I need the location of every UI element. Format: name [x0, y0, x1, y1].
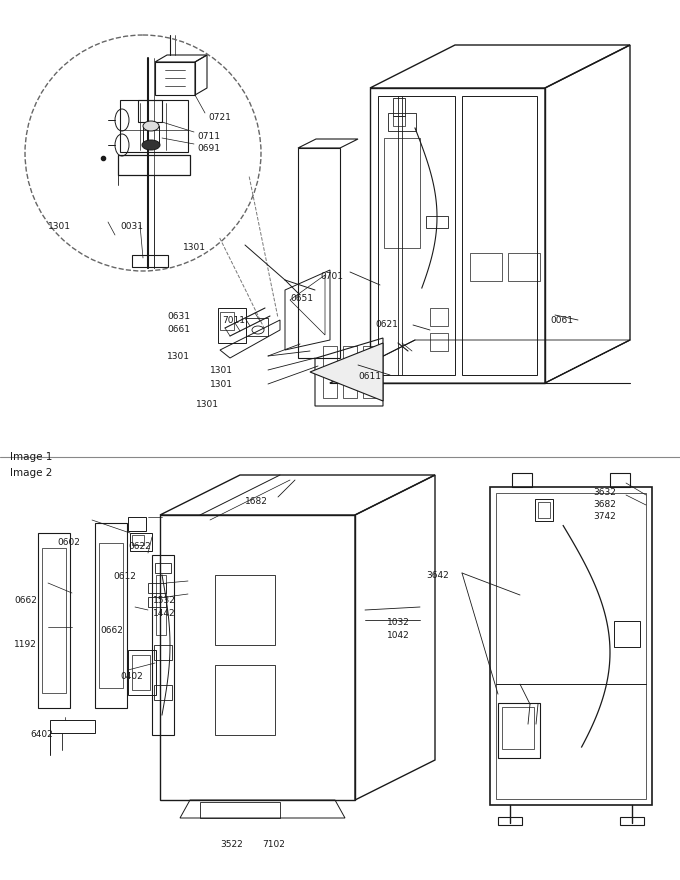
- Text: 1301: 1301: [183, 243, 206, 252]
- Bar: [343, 346, 357, 398]
- Bar: [128, 650, 156, 695]
- Polygon shape: [310, 343, 383, 401]
- Bar: [156, 575, 166, 635]
- Text: 1032: 1032: [387, 618, 410, 627]
- Text: 0612: 0612: [113, 572, 136, 581]
- Bar: [538, 502, 550, 518]
- Bar: [215, 665, 275, 735]
- Ellipse shape: [142, 140, 160, 150]
- Bar: [426, 216, 448, 228]
- Text: 6402: 6402: [30, 730, 53, 739]
- Bar: [502, 708, 534, 749]
- Bar: [215, 575, 275, 645]
- Text: 1301: 1301: [167, 352, 190, 361]
- Bar: [220, 312, 234, 330]
- Bar: [130, 533, 152, 551]
- Bar: [498, 703, 540, 759]
- Bar: [154, 685, 172, 700]
- Bar: [99, 543, 123, 688]
- Text: 1192: 1192: [14, 640, 37, 649]
- Text: Image 2: Image 2: [10, 468, 52, 478]
- Text: 1442: 1442: [153, 609, 175, 618]
- Bar: [132, 535, 144, 545]
- Text: 0711: 0711: [197, 132, 220, 141]
- Bar: [430, 333, 448, 351]
- Bar: [620, 817, 644, 825]
- Text: 1301: 1301: [196, 400, 219, 409]
- Text: 0691: 0691: [197, 144, 220, 153]
- Text: 3522: 3522: [220, 840, 243, 849]
- Text: 1532: 1532: [153, 596, 176, 605]
- Text: 0662: 0662: [100, 626, 123, 635]
- Bar: [393, 116, 405, 126]
- Bar: [323, 346, 337, 398]
- Text: 1301: 1301: [210, 366, 233, 375]
- Text: 1301: 1301: [48, 222, 71, 231]
- Bar: [508, 253, 540, 281]
- Text: 7011: 7011: [222, 316, 245, 325]
- Bar: [512, 473, 532, 487]
- Bar: [143, 126, 159, 144]
- Text: 1301: 1301: [210, 380, 233, 389]
- Text: 0631: 0631: [167, 312, 190, 321]
- Text: 0402: 0402: [120, 672, 143, 681]
- Bar: [614, 620, 640, 647]
- Text: 1682: 1682: [245, 497, 268, 506]
- Bar: [393, 98, 405, 116]
- Text: 0721: 0721: [208, 113, 231, 122]
- Text: 0611: 0611: [358, 372, 381, 381]
- Bar: [363, 346, 377, 398]
- Bar: [132, 655, 150, 690]
- Bar: [128, 517, 146, 531]
- Bar: [610, 473, 630, 487]
- Bar: [38, 533, 70, 708]
- Text: 7102: 7102: [262, 840, 285, 849]
- Bar: [148, 597, 166, 607]
- Bar: [388, 113, 416, 131]
- Text: 0662: 0662: [14, 596, 37, 605]
- Text: 0602: 0602: [57, 538, 80, 547]
- Text: 0031: 0031: [120, 222, 143, 231]
- Text: 3642: 3642: [426, 571, 449, 580]
- Text: 3632: 3632: [593, 488, 616, 497]
- Bar: [430, 308, 448, 326]
- Text: 0621: 0621: [375, 320, 398, 329]
- Text: 0061: 0061: [550, 316, 573, 325]
- Bar: [148, 583, 166, 593]
- Bar: [498, 817, 522, 825]
- Bar: [152, 555, 174, 735]
- Bar: [246, 318, 268, 336]
- Bar: [218, 308, 246, 343]
- Bar: [470, 253, 502, 281]
- Text: 0701: 0701: [320, 272, 343, 281]
- Bar: [138, 100, 162, 122]
- Text: 0622: 0622: [128, 542, 151, 551]
- Text: 3682: 3682: [593, 500, 616, 509]
- Bar: [200, 802, 280, 818]
- Text: 0651: 0651: [290, 294, 313, 303]
- Bar: [154, 645, 172, 660]
- Text: Image 1: Image 1: [10, 452, 52, 462]
- Text: 0661: 0661: [167, 325, 190, 334]
- Ellipse shape: [143, 121, 159, 131]
- Bar: [155, 563, 171, 573]
- Bar: [95, 523, 127, 708]
- Text: 3742: 3742: [593, 512, 616, 521]
- Bar: [132, 255, 168, 267]
- Text: 1042: 1042: [387, 631, 410, 640]
- Bar: [42, 548, 66, 693]
- Bar: [535, 499, 553, 521]
